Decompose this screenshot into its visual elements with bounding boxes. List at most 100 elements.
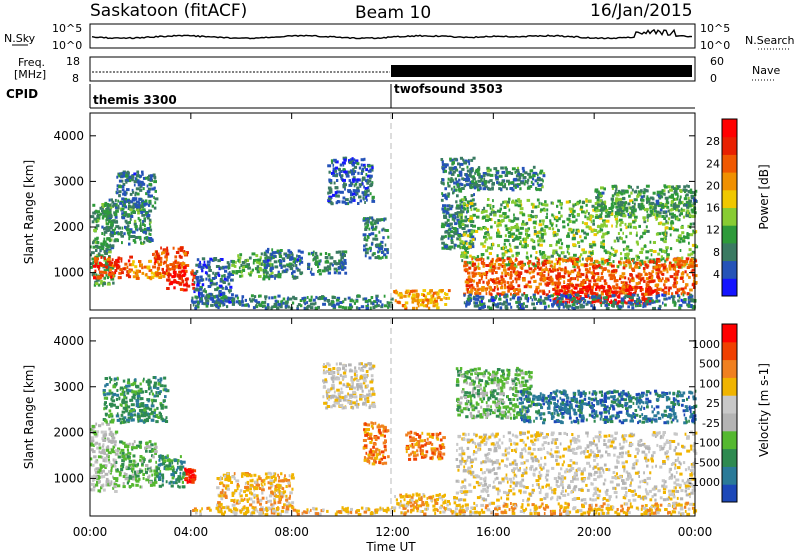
heatmap-cell bbox=[249, 299, 254, 303]
heatmap-cell bbox=[294, 261, 296, 264]
heatmap-cell bbox=[111, 261, 114, 265]
heatmap-cell bbox=[221, 266, 225, 270]
heatmap-cell bbox=[518, 297, 523, 301]
heatmap-cell bbox=[280, 300, 283, 304]
heatmap-cell bbox=[669, 247, 673, 251]
heatmap-cell bbox=[674, 202, 677, 206]
heatmap-cell bbox=[249, 270, 253, 274]
heatmap-cell bbox=[622, 248, 625, 252]
heatmap-cell bbox=[599, 194, 603, 198]
heatmap-cell bbox=[312, 253, 315, 257]
heatmap-cell bbox=[122, 214, 127, 218]
heatmap-cell bbox=[101, 216, 105, 220]
heatmap-cell bbox=[100, 281, 103, 285]
heatmap-cell bbox=[493, 167, 498, 171]
heatmap-cell bbox=[387, 304, 392, 308]
heatmap-cell bbox=[112, 228, 116, 232]
heatmap-cell bbox=[505, 272, 510, 276]
heatmap-cell bbox=[555, 298, 558, 302]
heatmap-cell bbox=[554, 289, 558, 293]
heatmap-cell bbox=[646, 265, 649, 269]
heatmap-cell bbox=[196, 279, 200, 283]
heatmap-cell bbox=[578, 255, 581, 259]
heatmap-cell bbox=[527, 214, 531, 218]
heatmap-cell bbox=[358, 307, 361, 310]
heatmap-cell bbox=[317, 297, 321, 301]
heatmap-cell bbox=[543, 270, 546, 274]
heatmap-cell bbox=[325, 268, 329, 272]
heatmap-cell bbox=[293, 257, 297, 261]
heatmap-cell bbox=[510, 264, 514, 268]
heatmap-cell bbox=[130, 211, 133, 215]
heatmap-cell bbox=[511, 167, 516, 171]
heatmap-cell bbox=[210, 303, 212, 307]
heatmap-cell bbox=[513, 216, 517, 220]
heatmap-cell bbox=[463, 251, 467, 254]
heatmap-cell bbox=[449, 222, 453, 226]
heatmap-cell bbox=[609, 277, 614, 281]
heatmap-cell bbox=[274, 274, 278, 278]
heatmap-cell bbox=[432, 301, 435, 305]
heatmap-cell bbox=[285, 301, 289, 305]
heatmap-cell bbox=[655, 268, 658, 272]
heatmap-cell bbox=[195, 277, 199, 281]
heatmap-cell bbox=[327, 191, 330, 195]
heatmap-cell bbox=[179, 288, 184, 291]
heatmap-cell bbox=[579, 288, 583, 292]
heatmap-cell bbox=[568, 293, 572, 297]
heatmap-cell bbox=[134, 205, 138, 208]
heatmap-cell bbox=[574, 231, 579, 235]
heatmap-cell bbox=[279, 260, 283, 263]
heatmap-cell bbox=[492, 242, 494, 246]
heatmap-cell bbox=[384, 217, 387, 221]
heatmap-cell bbox=[650, 277, 653, 281]
heatmap-cell bbox=[476, 288, 480, 292]
heatmap-cell bbox=[474, 297, 479, 301]
heatmap-cell bbox=[515, 300, 519, 304]
heatmap-cell bbox=[116, 260, 120, 264]
heatmap-cell bbox=[640, 206, 643, 210]
heatmap-cell bbox=[689, 233, 694, 237]
heatmap-cell bbox=[540, 185, 544, 189]
heatmap-cell bbox=[278, 272, 282, 276]
heatmap-cell bbox=[625, 226, 628, 230]
heatmap-cell bbox=[674, 260, 678, 264]
heatmap-cell bbox=[557, 278, 560, 282]
heatmap-cell bbox=[102, 242, 106, 246]
heatmap-cell bbox=[201, 269, 204, 273]
heatmap-cell bbox=[572, 228, 575, 232]
heatmap-cell bbox=[119, 207, 122, 211]
heatmap-cell bbox=[488, 269, 492, 273]
heatmap-cell bbox=[507, 289, 510, 293]
heatmap-cell bbox=[467, 288, 469, 291]
heatmap-cell bbox=[691, 243, 695, 247]
heatmap-cell bbox=[619, 274, 622, 278]
heatmap-cell bbox=[532, 177, 535, 181]
heatmap-cell bbox=[513, 225, 518, 229]
heatmap-cell bbox=[460, 219, 465, 223]
heatmap-cell bbox=[270, 266, 274, 270]
heatmap-cell bbox=[573, 268, 577, 272]
heatmap-cell bbox=[646, 209, 649, 213]
heatmap-cell bbox=[147, 187, 152, 191]
heatmap-cell bbox=[349, 169, 353, 173]
heatmap-cell bbox=[514, 185, 517, 189]
heatmap-cell bbox=[493, 213, 497, 217]
heatmap-cell bbox=[532, 165, 536, 169]
heatmap-cell bbox=[489, 265, 493, 269]
heatmap-cell bbox=[194, 295, 197, 299]
heatmap-cell bbox=[571, 237, 576, 241]
heatmap-cell bbox=[366, 223, 370, 227]
heatmap-cell bbox=[135, 275, 139, 279]
heatmap-cell bbox=[342, 300, 345, 304]
heatmap-cell bbox=[690, 194, 694, 198]
heatmap-cell bbox=[140, 229, 144, 232]
heatmap-cell bbox=[673, 203, 676, 207]
heatmap-cell bbox=[98, 267, 100, 271]
heatmap-cell bbox=[573, 265, 576, 268]
heatmap-cell bbox=[692, 222, 695, 226]
heatmap-cell bbox=[622, 291, 626, 295]
heatmap-cell bbox=[595, 213, 599, 217]
heatmap-cell bbox=[544, 200, 547, 204]
heatmap-cell bbox=[125, 273, 130, 277]
